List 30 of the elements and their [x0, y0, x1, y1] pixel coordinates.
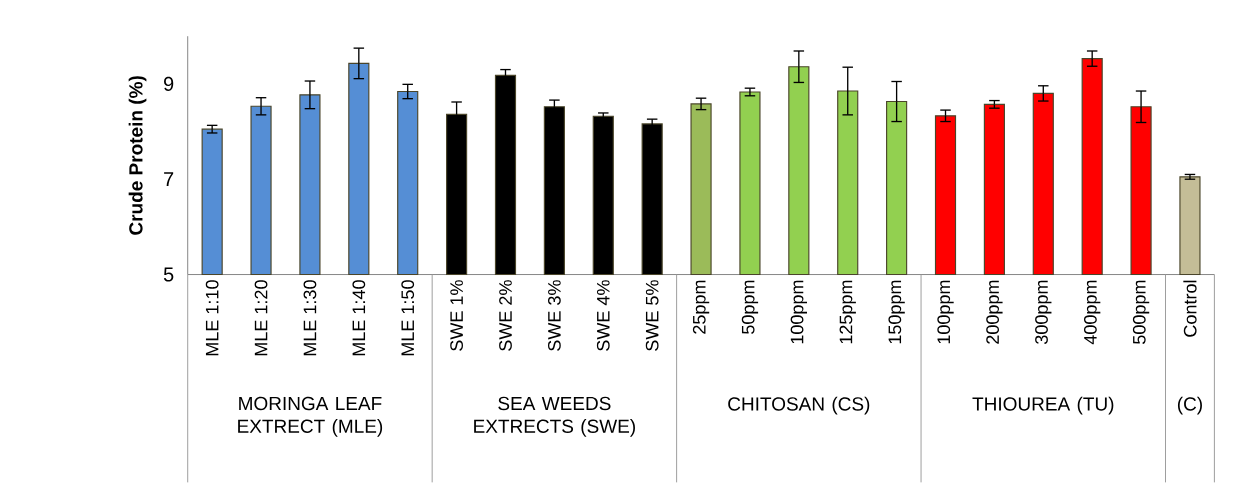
x-tick-label: SWE 3% [547, 280, 561, 351]
x-tick-label: 100ppm [937, 280, 954, 344]
x-tick-label: MLE 1:20 [254, 280, 268, 356]
y-tick-label: 7 [164, 172, 174, 186]
x-tick-label: MLE 1:30 [303, 280, 317, 356]
x-tick-label: MLE 1:10 [205, 280, 219, 356]
x-tick-label: 100ppm [790, 280, 807, 344]
x-tick-label: Control [1183, 280, 1197, 337]
x-tick-label: 400ppm [1084, 280, 1101, 345]
x-tick-label: MLE 1:50 [401, 280, 415, 356]
text: THIOUREA (TU) [972, 396, 1114, 415]
text: (C) [1177, 396, 1202, 415]
x-tick-label: 125ppm [839, 280, 856, 344]
y-axis-title: Crude Protein (%) [128, 76, 147, 235]
y-tick-label: 9 [164, 76, 174, 91]
x-tick-label: 200ppm [986, 280, 1003, 344]
x-tick-label: 500ppm [1132, 280, 1150, 344]
x-tick-label: 150ppm [888, 280, 905, 344]
x-tick-label: SWE 1% [450, 280, 463, 351]
x-tick-label: SWE 5% [645, 280, 659, 351]
x-tick-label: SWE 2% [499, 280, 512, 351]
x-tick-label: 50ppm [741, 280, 759, 334]
x-tick-label: MLE 1:40 [352, 280, 366, 356]
text: CHITOSAN (CS) [728, 396, 870, 415]
x-tick-label: SWE 4% [596, 280, 610, 351]
text: SEA WEEDS EXTRECTS (SWE) [474, 396, 635, 437]
y-tick-label: 5 [163, 267, 174, 282]
text: MORINGA LEAF EXTRECT (MLE) [238, 396, 383, 437]
x-tick-label: 300ppm [1035, 280, 1052, 344]
x-tick-label: 25ppm [692, 280, 710, 334]
